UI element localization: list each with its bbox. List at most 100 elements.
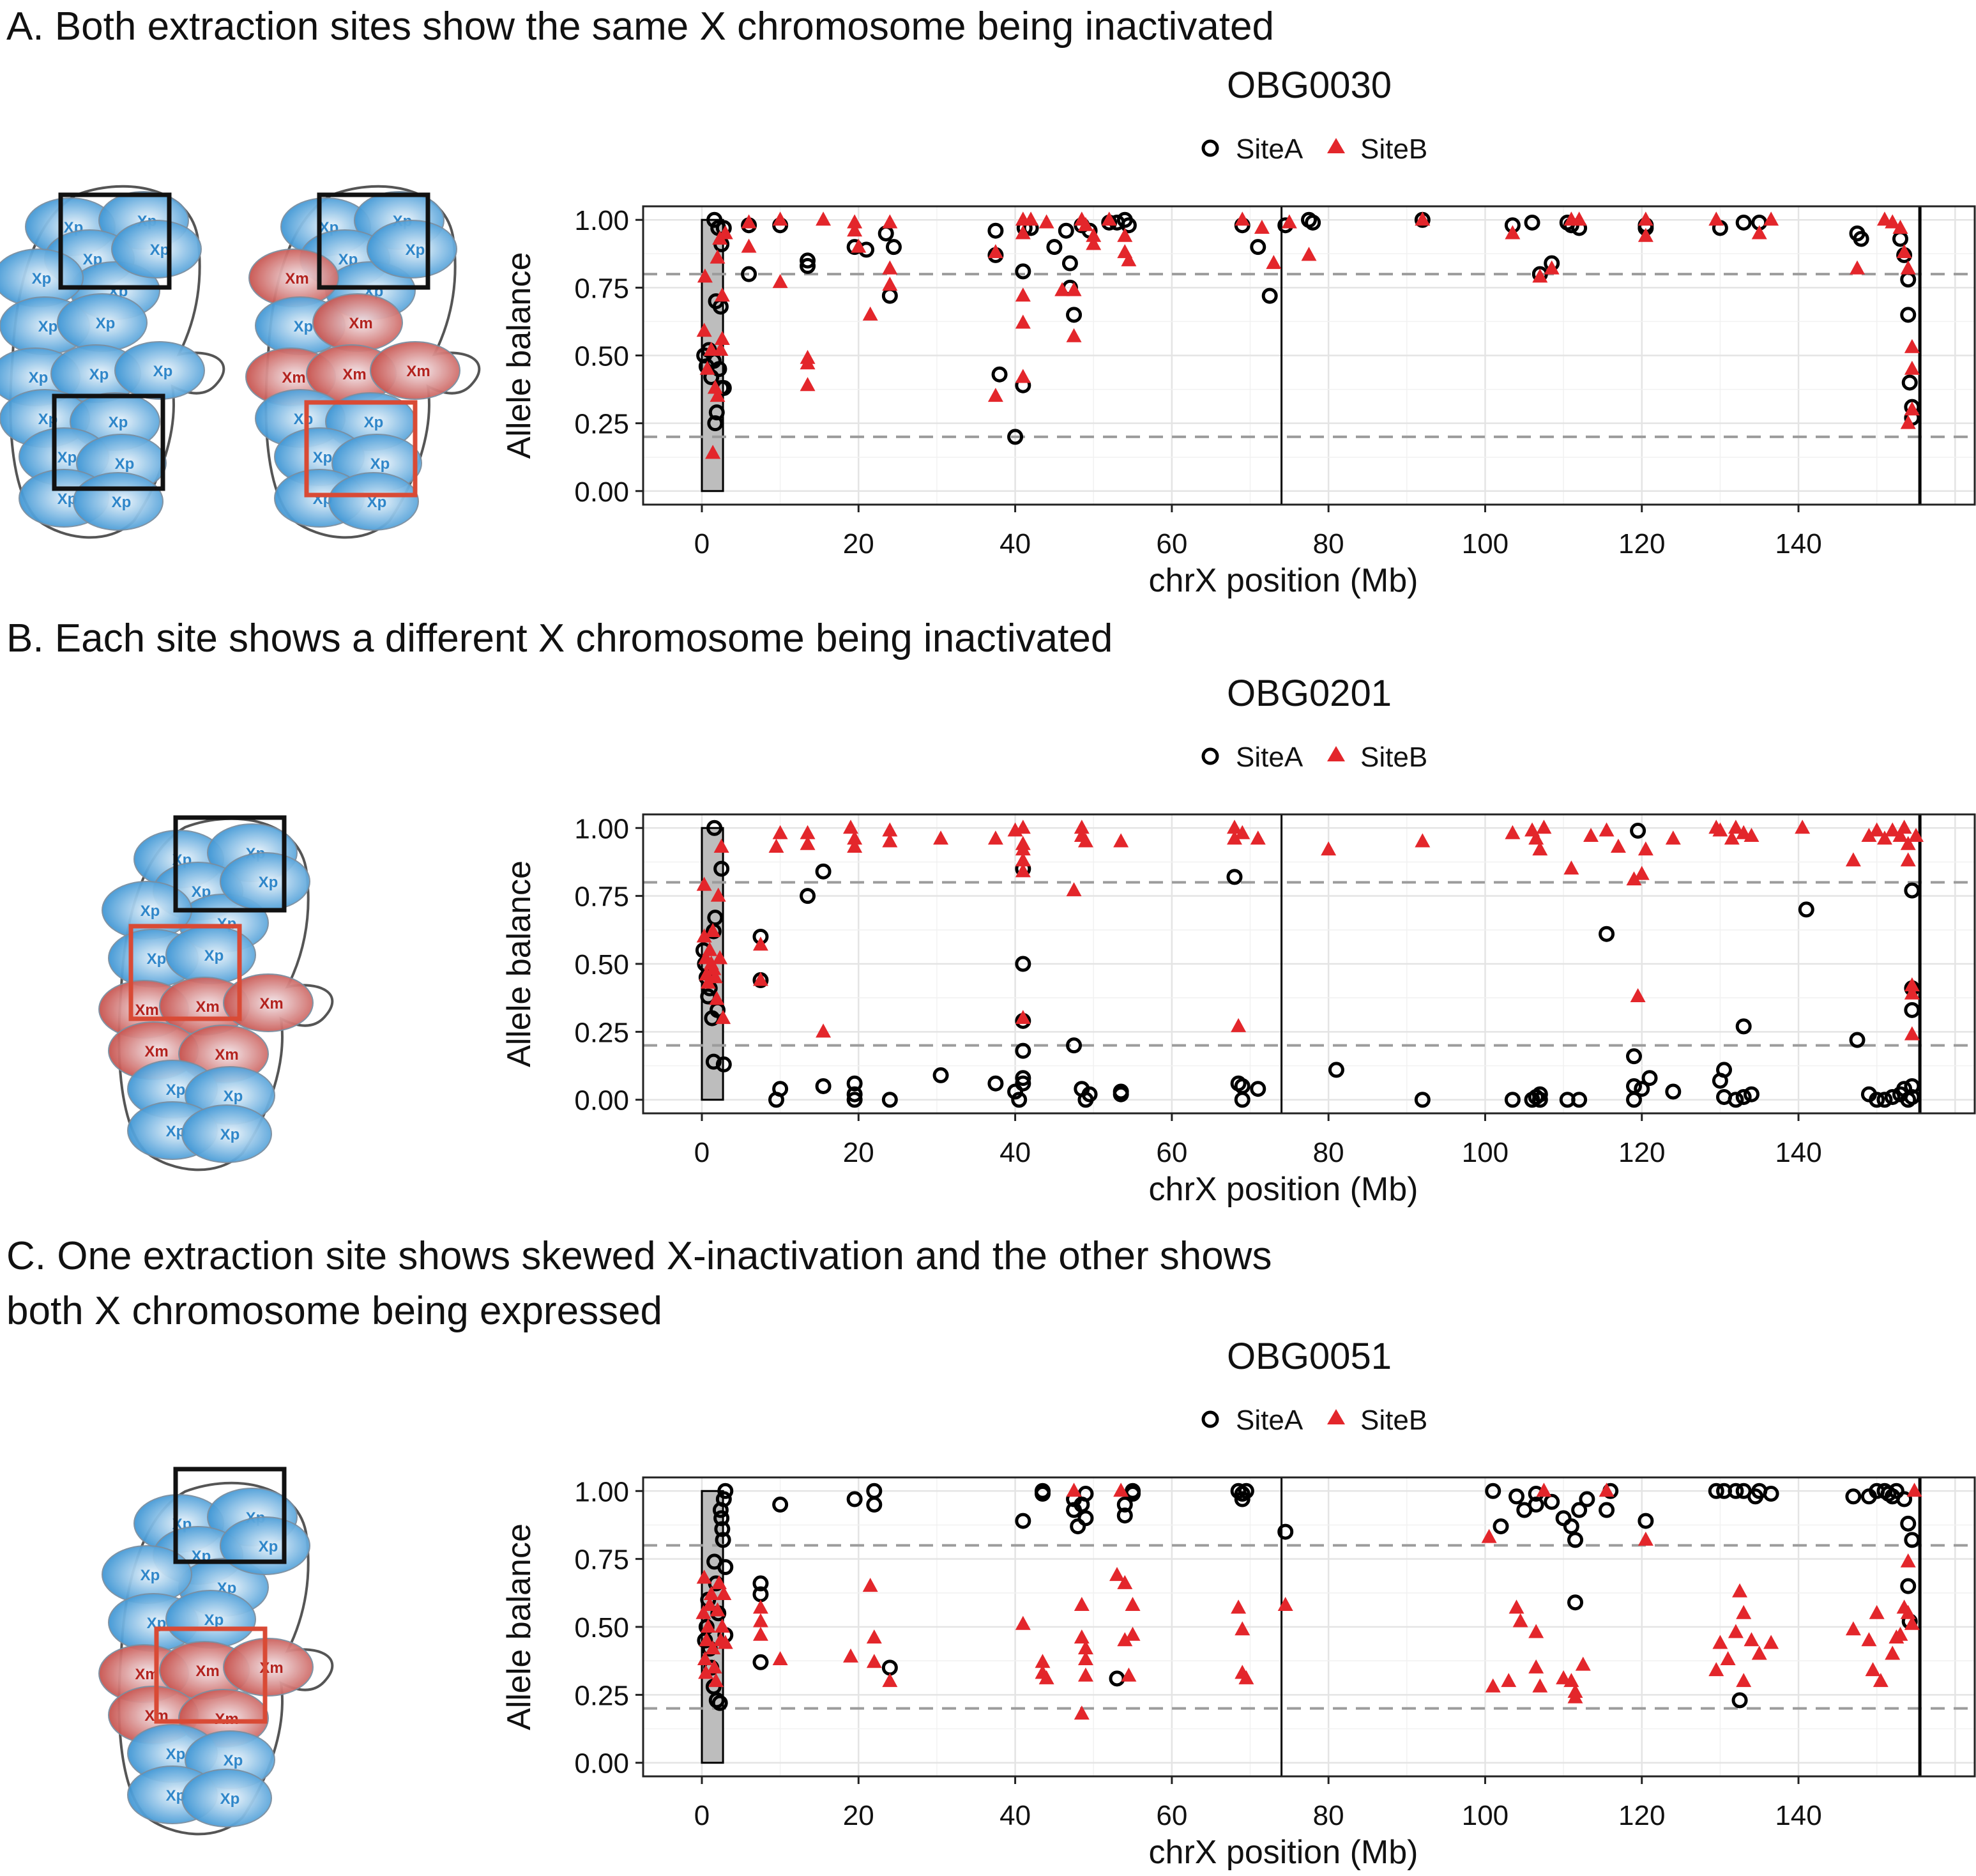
series-siteb — [696, 211, 1920, 459]
siteb-point — [1904, 985, 1920, 1000]
siteb-point — [1074, 1705, 1090, 1720]
siteb-point — [705, 1640, 721, 1655]
sitea-point — [1735, 1018, 1752, 1035]
sitea-point — [711, 1695, 728, 1711]
panel-2: C. One extraction site shows skewed X-in… — [6, 1234, 1976, 1871]
cell-label: Xp — [406, 241, 425, 259]
sitea-point — [1250, 239, 1266, 255]
siteb-point — [1736, 1673, 1752, 1688]
sitea-point — [1634, 1081, 1650, 1097]
siteb-point — [1869, 822, 1885, 837]
siteb-point — [700, 1619, 716, 1633]
siteb-point — [843, 1648, 859, 1663]
panel-1: B. Each site shows a different X chromos… — [6, 616, 1976, 1208]
siteb-point — [696, 928, 712, 943]
cell-label: Xm — [195, 1663, 219, 1680]
sitea-point — [1277, 1523, 1294, 1540]
siteb-point — [716, 1585, 732, 1600]
sitea-point — [1904, 1088, 1920, 1105]
maternal-cell — [370, 341, 460, 400]
sitea-point — [717, 1559, 734, 1575]
x-tick-label: 60 — [1156, 528, 1187, 560]
siteb-point — [1861, 1632, 1877, 1647]
x-tick-label: 120 — [1618, 1137, 1665, 1168]
sitea-point — [1728, 1483, 1744, 1499]
x-tick-label: 120 — [1618, 1800, 1665, 1831]
sitea-point — [1058, 222, 1074, 239]
cell-label: Xm — [282, 369, 305, 386]
cell-label: Xp — [29, 369, 49, 386]
siteb-point — [752, 936, 768, 951]
x-tick-label: 0 — [694, 1137, 710, 1168]
siteb-point — [1751, 1645, 1767, 1660]
y-tick-label: 0.00 — [574, 1085, 629, 1117]
sitea-point — [1528, 1497, 1544, 1513]
sitea-point — [800, 888, 816, 904]
siteb-point — [1744, 1632, 1759, 1647]
paternal-cell — [111, 220, 202, 278]
sitea-point — [1896, 1491, 1913, 1507]
siteb-point — [987, 830, 1003, 845]
paternal-cell — [181, 1104, 272, 1163]
sitea-point — [1493, 1518, 1509, 1535]
sitea-point — [1007, 429, 1024, 445]
y-axis-label: Allele balance — [501, 252, 538, 459]
sitea-point — [1743, 1086, 1759, 1102]
siteb-point — [1900, 1553, 1916, 1567]
sitea-point — [1531, 1092, 1548, 1108]
siteb-point — [1117, 227, 1133, 242]
cell-label: Xp — [204, 947, 224, 965]
siteb-point — [1544, 260, 1560, 275]
sitea-point — [1234, 1078, 1250, 1094]
siteb-point — [1904, 401, 1920, 416]
siteb-point — [699, 1632, 715, 1647]
cell-label: Xp — [294, 318, 314, 335]
x-tick-label: 40 — [999, 1137, 1031, 1168]
siteb-point — [714, 287, 730, 302]
series-siteb — [695, 1483, 1922, 1720]
siteb-point — [752, 1613, 768, 1628]
siteb-point — [1077, 1667, 1093, 1682]
siteb-point — [882, 277, 898, 291]
siteb-point — [1226, 820, 1242, 834]
cell-label: Xp — [141, 1567, 160, 1584]
x-tick-label: 140 — [1775, 528, 1821, 560]
sitea-point — [1261, 287, 1278, 304]
siteb-point — [706, 1659, 722, 1674]
sitea-point — [752, 1575, 769, 1592]
siteb-point — [1066, 1483, 1082, 1497]
siteb-point — [882, 260, 898, 275]
sitea-point — [717, 1483, 734, 1499]
x-tick-label: 20 — [843, 528, 874, 560]
site-b-box — [154, 1626, 268, 1724]
sitea-point — [866, 1497, 883, 1513]
siteb-point — [700, 974, 716, 989]
cell-label: Xm — [259, 995, 283, 1012]
siteb-point — [752, 1626, 768, 1641]
siteb-point — [862, 1578, 878, 1592]
sitea-point — [708, 404, 725, 421]
siteb-point — [1015, 852, 1031, 867]
siteb-point — [1532, 1678, 1548, 1693]
sitea-point — [800, 252, 816, 269]
sitea-point — [1504, 1092, 1521, 1108]
sitea-point — [1250, 1081, 1266, 1097]
sitea-point — [1046, 239, 1063, 255]
panel-heading: C. One extraction site shows skewed X-in… — [6, 1234, 1272, 1278]
cell-label: Xp — [38, 318, 58, 335]
site-a-box — [317, 192, 430, 290]
sitea-point — [1735, 1088, 1752, 1105]
siteb-point — [1226, 830, 1242, 845]
y-tick-label: 0.50 — [574, 949, 629, 980]
siteb-point — [1015, 225, 1031, 240]
cell-label: Xp — [204, 1612, 224, 1629]
siteb-point — [1896, 244, 1912, 259]
cell-label: Xp — [294, 411, 314, 428]
siteb-point — [1876, 830, 1892, 845]
series-sitea — [695, 820, 1920, 1108]
siteb-point — [1610, 839, 1626, 853]
sitea-point — [1884, 1088, 1901, 1105]
sitea-point — [1015, 1042, 1031, 1059]
siteb-point — [1015, 314, 1031, 329]
